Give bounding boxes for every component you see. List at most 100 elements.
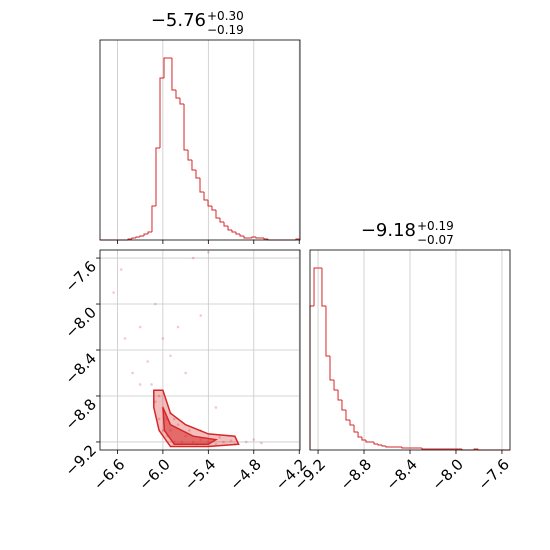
scatter-point [169,354,172,358]
histogram-step [163,57,169,78]
scatter-point [176,325,180,329]
histogram-step [183,104,189,151]
histogram-step [341,400,346,411]
x-tick-label: −8.8 [337,455,375,493]
histogram-step [159,77,165,148]
histogram-step [219,218,225,223]
scatter-point [176,423,180,427]
scatter-point [154,302,157,306]
histogram-step [199,178,205,193]
histogram-step [421,448,426,450]
scatter-point [222,440,225,444]
scatter-point [214,406,218,409]
histogram-step [345,410,350,421]
histogram-step [175,90,180,99]
histogram-step [203,192,209,201]
histogram-step [333,380,339,391]
histogram-step [401,447,406,449]
histogram-step [191,160,196,171]
histogram-step [329,356,335,381]
histogram-step [179,98,185,105]
title-sub: −0.19 [207,23,244,37]
histogram-step [313,267,319,306]
scatter-point [119,268,123,271]
histogram-step [139,235,145,237]
histogram-step [325,306,330,357]
scatter-point [244,440,248,444]
histogram-step [235,232,240,235]
histogram-step [207,200,212,207]
scatter-point [123,337,127,340]
histogram-step [131,237,136,239]
histogram-step [151,205,156,232]
x-tick-label: −8.0 [428,455,466,493]
histogram-step [187,150,192,161]
histogram-step [147,231,152,234]
scatter-point [161,337,165,340]
histogram-step [377,444,382,446]
scatter-point [184,371,187,375]
title-sup: +0.30 [207,9,244,23]
histogram-step [223,222,229,227]
histogram-step [171,58,176,91]
histogram-step [227,226,232,231]
axes-frame [309,249,511,451]
scatter-point [157,417,161,421]
histogram-step [135,236,140,238]
scatter-point [199,314,203,317]
histogram-step [211,206,216,211]
contour [162,407,219,446]
histogram-step [251,236,256,238]
scatter-point [218,436,221,439]
x-tick-label: −7.6 [474,455,512,493]
scatter-point [146,360,150,363]
x-tick-label: −6.6 [90,455,128,493]
x-tick-label: −5.4 [181,455,219,493]
histogram-step [155,147,160,206]
histogram-step [309,305,315,450]
y-tick-label: −8.4 [62,349,100,387]
scatter-point [138,325,142,329]
y-tick-label: −9.2 [62,441,100,479]
scatter-point [138,383,142,386]
scatter-point [188,429,191,432]
scatter-point [191,256,195,260]
title-sub: −0.07 [417,233,454,247]
histogram-step [215,210,220,219]
title-sup: +0.19 [417,219,454,233]
histogram-step [357,432,362,438]
x-tick-label: −8.4 [383,455,421,493]
histogram-step [321,268,326,307]
axes-frame [99,249,301,451]
x-tick-label: −4.8 [226,455,264,493]
scatter-point [157,394,161,398]
scatter-point [229,439,233,443]
histogram-step [195,170,200,179]
histogram-step [239,234,245,237]
histogram-step [337,390,342,401]
scatter-point [161,429,165,432]
histogram-step [373,442,379,445]
x-tick-label: −6.0 [135,455,173,493]
scatter-point [260,441,263,445]
histogram-step [385,446,390,448]
scatter-point [131,371,134,375]
scatter-point [214,442,218,446]
scatter-point [154,400,157,404]
histogram-step [365,440,370,443]
histogram-step [255,237,260,239]
histogram-step [353,425,359,433]
histogram-step [243,236,249,239]
y-tick-label: −7.6 [62,257,100,295]
y-tick-label: −8.8 [62,395,100,433]
histogram-step [143,233,149,236]
scatter-point [252,438,256,441]
axes-frame [99,39,301,241]
histogram-step [361,437,366,441]
histogram-step [263,238,269,240]
scatter-point [150,383,153,386]
scatter-point [207,250,210,254]
y-tick-label: −8.0 [62,303,100,341]
histogram-step [381,445,386,447]
